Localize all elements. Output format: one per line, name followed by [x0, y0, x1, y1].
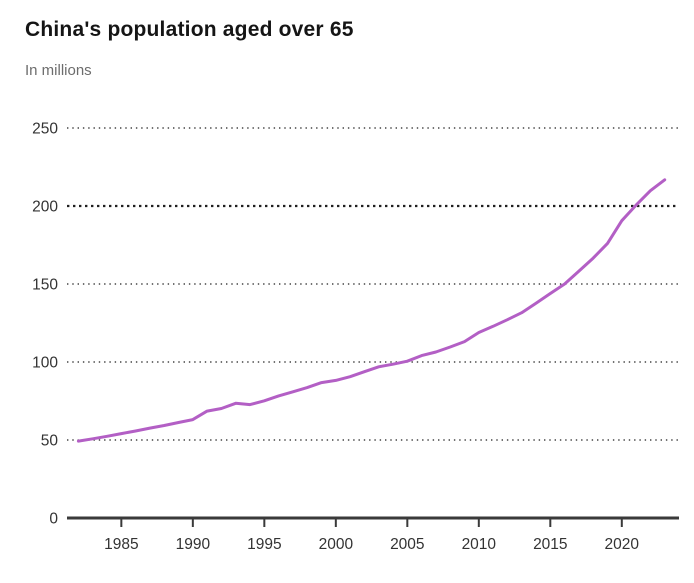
- x-tick-label: 1990: [176, 536, 211, 553]
- y-tick-label: 200: [32, 199, 58, 216]
- x-tick-label: 1985: [104, 536, 138, 553]
- chart-title: China's population aged over 65: [25, 18, 354, 41]
- data-line-population-over-65: [76, 178, 667, 443]
- y-tick-label: 50: [41, 433, 59, 450]
- chart-subtitle: In millions: [25, 62, 92, 79]
- y-tick-label: 150: [32, 277, 58, 294]
- x-tick-label: 2015: [533, 536, 567, 553]
- x-tick-label: 2005: [390, 536, 424, 553]
- x-tick-label: 2020: [605, 536, 640, 553]
- x-tick-label: 2000: [319, 536, 354, 553]
- y-tick-label: 100: [32, 355, 58, 372]
- x-tick-label: 2010: [462, 536, 497, 553]
- y-tick-label: 0: [49, 511, 58, 528]
- y-tick-label: 250: [32, 121, 58, 138]
- x-tick-label: 1995: [247, 536, 281, 553]
